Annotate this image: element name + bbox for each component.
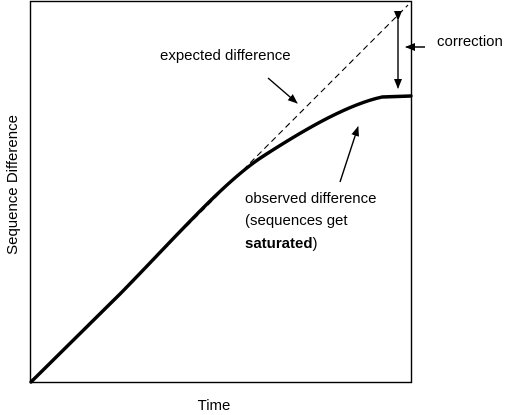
expected-pointer-arrow [267,77,298,104]
correction-label: correction [437,33,503,50]
observed-pointer-arrow [339,126,360,183]
y-axis-label: Sequence Difference [4,115,21,255]
closing-paren-text: ) [313,235,318,252]
x-axis-label: Time [198,397,231,414]
expected-difference-label: expected difference [160,47,291,64]
plot-frame [29,0,413,384]
observed-difference-curve [29,94,413,384]
saturated-bold-text: saturated [245,235,313,252]
observed-difference-label-line1: observed difference [245,190,376,207]
observed-difference-label-line2: (sequences get [245,212,348,229]
observed-difference-label-line3: saturated) [245,235,318,252]
expected-difference-line [30,4,409,383]
